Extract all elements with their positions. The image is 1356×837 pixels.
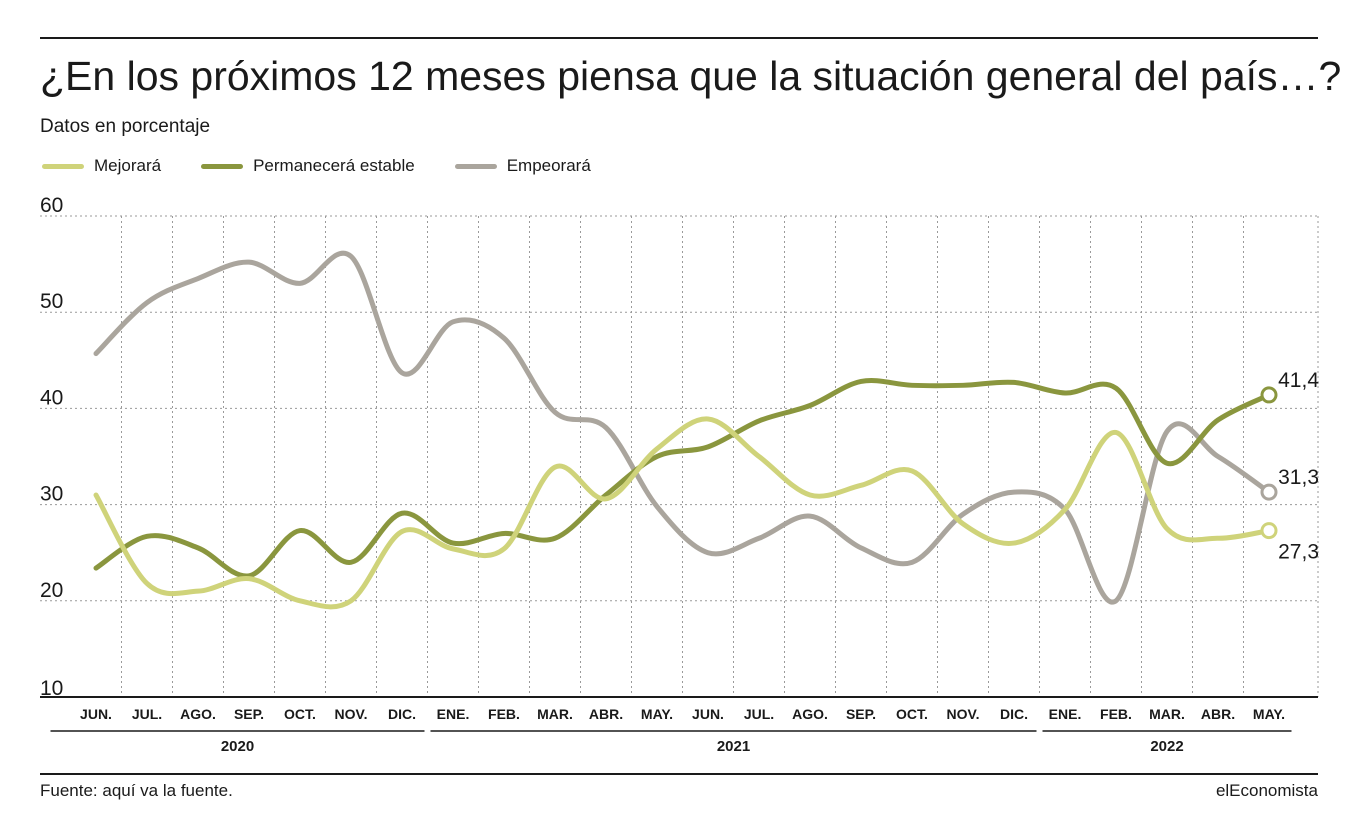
y-tick-label: 50 [40,290,63,313]
x-tick-label: MAY. [1253,706,1285,722]
y-tick-label: 10 [40,677,63,700]
legend-item-permanecera-estable: Permanecerá estable [201,156,415,176]
x-tick-label: DIC. [1000,706,1028,722]
series-line-mejorara [93,416,1272,610]
end-value-label-empeorara: 31,3 [1278,466,1319,489]
legend-swatch-mejorara [42,163,84,169]
end-marker-empeorara [1260,483,1278,501]
y-tick-label: 40 [40,386,63,409]
x-tick-label: MAY. [641,706,673,722]
x-tick-label: MAR. [537,706,573,722]
year-label: 2020 [221,738,254,755]
x-tick-label: JUL. [744,706,774,722]
x-tick-label: SEP. [234,706,264,722]
x-tick-label: ENE. [437,706,470,722]
legend-swatch-empeorara [454,163,497,169]
y-tick-label: 20 [40,579,63,602]
end-value-label-permanecera-estable: 41,4 [1278,369,1319,392]
x-tick-label: DIC. [388,706,416,722]
legend: Mejorará Permanecerá estable Empeorará [42,154,631,178]
chart-subtitle: Datos en porcentaje [40,116,211,137]
legend-swatch-permanecera-estable [201,163,244,169]
y-tick-label: 60 [40,194,63,217]
x-tick-label: JUN. [692,706,724,722]
x-tick-label: SEP. [846,706,876,722]
x-tick-label: OCT. [284,706,316,722]
x-tick-label: AGO. [180,706,216,722]
x-tick-label: ABR. [589,706,623,722]
legend-label-empeorara: Empeorará [506,156,591,175]
x-tick-label: FEB. [1100,706,1132,722]
x-tick-label: OCT. [896,706,928,722]
legend-label-mejorara: Mejorará [94,156,162,175]
brand-logo-text: elEconomista [1215,781,1318,800]
x-tick-label: JUN. [80,706,112,722]
legend-item-mejorara: Mejorará [42,156,161,176]
x-tick-label: NOV. [335,706,368,722]
x-tick-label: NOV. [947,706,980,722]
end-value-label-mejorara: 27,3 [1278,541,1319,564]
x-tick-label: FEB. [488,706,520,722]
series-line-permanecera-estable [93,378,1272,579]
end-marker-permanecera-estable [1260,386,1278,404]
legend-label-permanecera-estable: Permanecerá estable [253,156,415,175]
x-tick-label: JUL. [132,706,162,722]
top-rule [40,37,1318,39]
bottom-rule [40,773,1318,775]
year-label: 2021 [717,738,750,755]
x-tick-label: ABR. [1201,706,1235,722]
x-tick-label: ENE. [1049,706,1082,722]
series-line-empeorara [93,250,1272,605]
end-marker-mejorara [1260,522,1278,540]
source-note: Fuente: aquí va la fuente. [40,781,233,800]
y-tick-label: 30 [40,483,63,506]
year-label: 2022 [1150,738,1183,755]
chart-title: ¿En los próximos 12 meses piensa que la … [40,53,1342,99]
x-tick-label: AGO. [792,706,828,722]
legend-item-empeorara: Empeorará [454,156,591,176]
x-tick-label: MAR. [1149,706,1185,722]
